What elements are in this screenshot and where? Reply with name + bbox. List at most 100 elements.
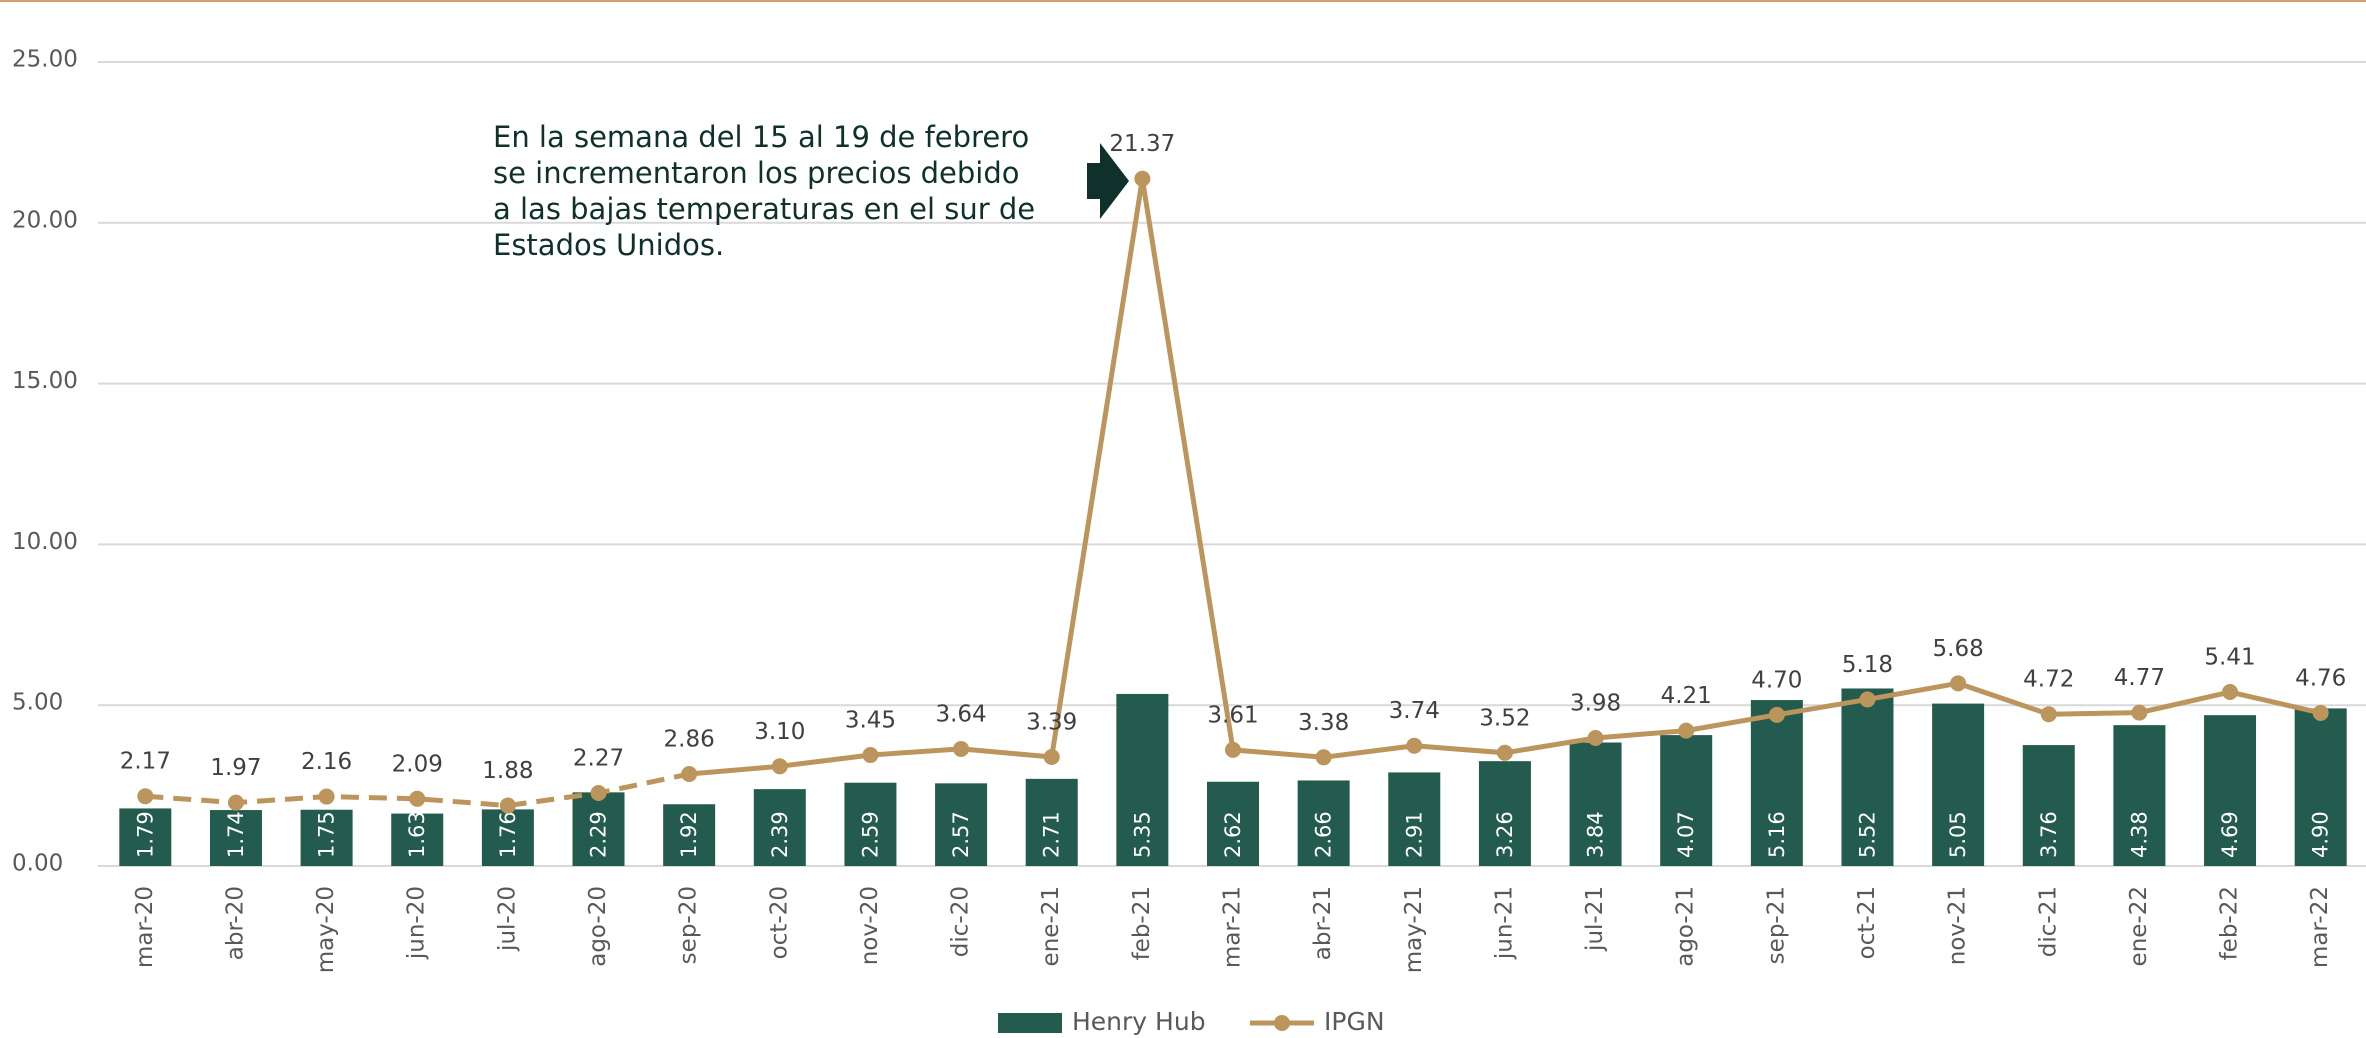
line-value-label: 3.64 bbox=[935, 701, 986, 727]
bar-value-label: 3.26 bbox=[1493, 811, 1517, 858]
bar bbox=[1297, 780, 1350, 866]
line-value-label: 5.18 bbox=[1842, 652, 1893, 678]
annotation-arrow bbox=[1087, 143, 1129, 219]
bar-value-label: 1.92 bbox=[677, 811, 701, 858]
x-tick-label: jul-21 bbox=[1582, 886, 1608, 952]
x-tick-label: jun-21 bbox=[1491, 886, 1517, 960]
bar-value-label: 2.62 bbox=[1221, 811, 1245, 858]
line-value-label: 4.70 bbox=[1751, 667, 1802, 693]
line-point bbox=[137, 788, 154, 805]
legend-label: Henry Hub bbox=[1072, 1007, 1206, 1036]
y-tick-label: 5.00 bbox=[12, 690, 63, 716]
bar-value-label: 5.05 bbox=[1946, 811, 1970, 858]
bar-value-label: 2.91 bbox=[1402, 811, 1426, 858]
line-point bbox=[318, 788, 335, 805]
bar bbox=[753, 789, 806, 866]
line-value-label: 2.16 bbox=[301, 749, 352, 775]
x-tick-label: feb-22 bbox=[2217, 886, 2243, 960]
legend-swatch bbox=[1274, 1015, 1290, 1031]
x-tick-label: mar-20 bbox=[132, 886, 158, 968]
bar-value-label: 5.16 bbox=[1765, 811, 1789, 858]
line-value-label: 4.21 bbox=[1661, 683, 1712, 709]
bar bbox=[481, 809, 534, 866]
bar-value-label: 2.29 bbox=[587, 811, 611, 858]
bar bbox=[2022, 745, 2075, 866]
bar-value-label: 1.63 bbox=[405, 811, 429, 858]
bar-value-label: 2.71 bbox=[1040, 811, 1064, 858]
bar bbox=[2113, 725, 2166, 866]
bar-value-label: 1.76 bbox=[496, 811, 520, 858]
x-tick-label: jun-20 bbox=[404, 886, 430, 960]
line-point bbox=[1859, 691, 1876, 708]
line-value-label: 4.77 bbox=[2114, 665, 2165, 691]
line-value-label: 1.88 bbox=[482, 758, 533, 784]
line-point bbox=[1225, 741, 1241, 758]
line-value-label: 5.41 bbox=[2204, 645, 2255, 671]
line-point bbox=[227, 794, 244, 811]
x-tick-label: mar-21 bbox=[1220, 886, 1246, 968]
bar bbox=[1478, 761, 1531, 866]
annotation: a las bajas temperaturas en el sur de bbox=[493, 192, 1035, 226]
y-tick-label: 25.00 bbox=[12, 47, 78, 73]
bar bbox=[572, 792, 625, 866]
line-point bbox=[2040, 706, 2057, 723]
x-tick-label: ago-20 bbox=[585, 886, 611, 967]
x-tick-label: abr-20 bbox=[222, 886, 248, 960]
line-point bbox=[1134, 170, 1151, 187]
bar-value-label: 1.74 bbox=[224, 811, 248, 858]
line-value-label: 21.37 bbox=[1109, 131, 1175, 157]
bar-value-label: 1.75 bbox=[315, 811, 339, 858]
bar-value-label: 5.52 bbox=[1855, 811, 1879, 858]
bar bbox=[1207, 781, 1259, 866]
line-point bbox=[2222, 684, 2239, 701]
line bbox=[688, 178, 2322, 777]
bar bbox=[844, 782, 897, 866]
bar-value-label: 2.66 bbox=[1312, 811, 1336, 858]
x-tick-label: may-20 bbox=[313, 886, 339, 973]
line-point bbox=[681, 766, 698, 783]
bar bbox=[1660, 735, 1713, 866]
bar-value-label: 4.69 bbox=[2218, 811, 2242, 858]
line-value-label: 3.98 bbox=[1570, 691, 1621, 717]
bar-value-label: 5.35 bbox=[1130, 811, 1154, 858]
y-tick-label: 15.00 bbox=[12, 368, 78, 394]
line-value-label: 2.27 bbox=[573, 745, 624, 771]
bar bbox=[209, 810, 262, 866]
line-point bbox=[1768, 706, 1785, 723]
bar bbox=[935, 783, 988, 866]
y-tick-label: 20.00 bbox=[12, 207, 78, 233]
bar-value-label: 4.07 bbox=[1674, 811, 1698, 858]
line-point bbox=[2312, 704, 2329, 721]
bar-value-label: 4.90 bbox=[2309, 811, 2333, 858]
bar bbox=[1116, 693, 1169, 866]
x-tick-label: oct-20 bbox=[766, 886, 792, 959]
line-point bbox=[590, 784, 607, 801]
legend-label: IPGN bbox=[1324, 1007, 1385, 1036]
line-value-label: 3.52 bbox=[1479, 705, 1530, 731]
y-tick-label: 0.00 bbox=[12, 851, 63, 877]
line-point bbox=[409, 790, 426, 807]
x-tick-label: ago-21 bbox=[1673, 886, 1699, 967]
x-tick-label: sep-20 bbox=[676, 886, 702, 964]
x-tick-label: mar-22 bbox=[2307, 886, 2333, 968]
line-point bbox=[2131, 704, 2148, 721]
bar bbox=[391, 813, 444, 866]
x-tick-label: jul-20 bbox=[494, 886, 520, 952]
bar-value-label: 3.84 bbox=[1584, 811, 1608, 858]
line-value-label: 3.61 bbox=[1207, 702, 1258, 728]
line-point bbox=[1496, 744, 1513, 761]
bar-value-label: 4.38 bbox=[2127, 811, 2151, 858]
bar bbox=[1750, 700, 1803, 866]
bar bbox=[1932, 703, 1985, 866]
line-value-label: 4.76 bbox=[2295, 665, 2346, 691]
bar bbox=[300, 809, 353, 866]
bar-value-label: 2.39 bbox=[768, 811, 792, 858]
bar-value-label: 3.76 bbox=[2037, 811, 2061, 858]
x-tick-label: ene-21 bbox=[1038, 886, 1064, 966]
line-value-label: 1.97 bbox=[210, 755, 261, 781]
line-point bbox=[1406, 737, 1423, 754]
bar bbox=[663, 804, 716, 866]
line-point bbox=[1950, 675, 1967, 692]
line-point bbox=[862, 747, 879, 764]
